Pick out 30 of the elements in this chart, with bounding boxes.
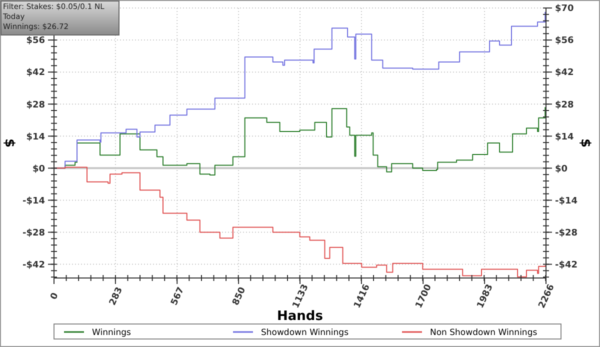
x-tick-label: 850 <box>231 286 248 308</box>
y2-axis-title: $ <box>577 138 592 148</box>
x-axis-title: Hands <box>277 309 324 324</box>
y-tick-label: $28 <box>26 100 45 110</box>
y2-tick-label: -$14 <box>555 196 578 206</box>
x-tick-label: 0 <box>49 292 61 302</box>
x-tick-label: 1133 <box>291 283 311 310</box>
legend-label: Showdown Winnings <box>261 328 350 338</box>
y-tick-label: $56 <box>26 36 45 46</box>
y2-tick-label: $0 <box>555 164 568 174</box>
legend-label: Winnings <box>92 328 132 338</box>
y-axis-title: $ <box>1 138 16 148</box>
y2-tick-label: $56 <box>555 36 574 46</box>
y2-tick-label: $14 <box>555 132 574 142</box>
y-tick-label: -$14 <box>22 196 45 206</box>
y-tick-label: -$28 <box>22 228 45 238</box>
x-tick-label: 1983 <box>476 283 496 310</box>
y-tick-label: $14 <box>26 132 45 142</box>
y2-tick-label: $42 <box>555 68 574 78</box>
y2-tick-label: -$28 <box>555 228 578 238</box>
y-tick-label: -$42 <box>22 260 45 270</box>
legend-label: Non Showdown Winnings <box>430 328 538 338</box>
y-tick-label: $0 <box>32 164 45 174</box>
y2-tick-label: $70 <box>555 4 574 14</box>
y2-tick-label: -$42 <box>555 260 578 270</box>
x-tick-label: 567 <box>170 286 187 308</box>
x-tick-label: 283 <box>108 286 125 308</box>
y2-tick-label: $28 <box>555 100 574 110</box>
y-tick-label: $42 <box>26 68 45 78</box>
x-tick-label: 1700 <box>414 283 434 310</box>
